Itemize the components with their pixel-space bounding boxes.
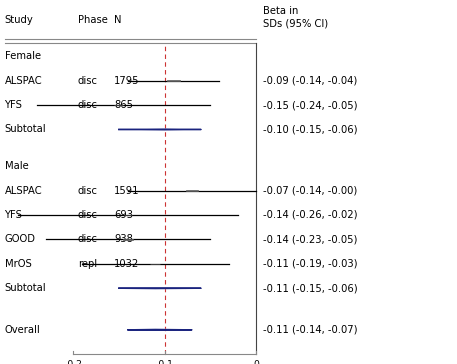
Text: -0.14 (-0.23, -0.05): -0.14 (-0.23, -0.05) <box>263 234 358 244</box>
Text: Male: Male <box>5 161 28 171</box>
Text: SDs (95% CI): SDs (95% CI) <box>263 18 329 28</box>
Text: Subtotal: Subtotal <box>5 124 46 134</box>
Text: 865: 865 <box>114 100 133 110</box>
Text: MrOS: MrOS <box>5 259 32 269</box>
Text: 0: 0 <box>253 360 259 364</box>
Text: disc: disc <box>78 76 98 86</box>
Text: disc: disc <box>78 210 98 220</box>
Text: ALSPAC: ALSPAC <box>5 76 42 86</box>
FancyBboxPatch shape <box>186 190 198 191</box>
Text: Subtotal: Subtotal <box>5 283 46 293</box>
Text: ALSPAC: ALSPAC <box>5 186 42 195</box>
Text: 1032: 1032 <box>114 259 139 269</box>
Text: N: N <box>114 15 122 24</box>
Text: -0.09 (-0.14, -0.04): -0.09 (-0.14, -0.04) <box>263 76 357 86</box>
FancyBboxPatch shape <box>123 239 133 240</box>
Text: -0.11 (-0.19, -0.03): -0.11 (-0.19, -0.03) <box>263 259 358 269</box>
Text: -0.15 (-0.24, -0.05): -0.15 (-0.24, -0.05) <box>263 100 358 110</box>
Text: Study: Study <box>5 15 33 24</box>
Text: -0.10 (-0.15, -0.06): -0.10 (-0.15, -0.06) <box>263 124 358 134</box>
Text: -0.1: -0.1 <box>155 360 174 364</box>
FancyBboxPatch shape <box>167 80 180 81</box>
Text: GOOD: GOOD <box>5 234 36 244</box>
Text: 1591: 1591 <box>114 186 140 195</box>
Polygon shape <box>128 329 192 330</box>
Text: -0.11 (-0.15, -0.06): -0.11 (-0.15, -0.06) <box>263 283 358 293</box>
Polygon shape <box>119 288 201 289</box>
Text: 1795: 1795 <box>114 76 140 86</box>
Text: -0.07 (-0.14, -0.00): -0.07 (-0.14, -0.00) <box>263 186 357 195</box>
Text: disc: disc <box>78 100 98 110</box>
Text: disc: disc <box>78 186 98 195</box>
Text: 938: 938 <box>114 234 133 244</box>
Text: Phase: Phase <box>78 15 107 24</box>
Text: YFS: YFS <box>5 100 22 110</box>
Text: Female: Female <box>5 51 41 61</box>
Text: repl: repl <box>78 259 97 269</box>
Text: disc: disc <box>78 234 98 244</box>
Text: -0.14 (-0.26, -0.02): -0.14 (-0.26, -0.02) <box>263 210 358 220</box>
Text: Beta in: Beta in <box>263 6 298 16</box>
Polygon shape <box>119 129 201 130</box>
Text: -0.11 (-0.14, -0.07): -0.11 (-0.14, -0.07) <box>263 325 358 335</box>
Text: 693: 693 <box>114 210 133 220</box>
Text: YFS: YFS <box>5 210 22 220</box>
Text: -0.2: -0.2 <box>64 360 82 364</box>
Text: Overall: Overall <box>5 325 40 335</box>
